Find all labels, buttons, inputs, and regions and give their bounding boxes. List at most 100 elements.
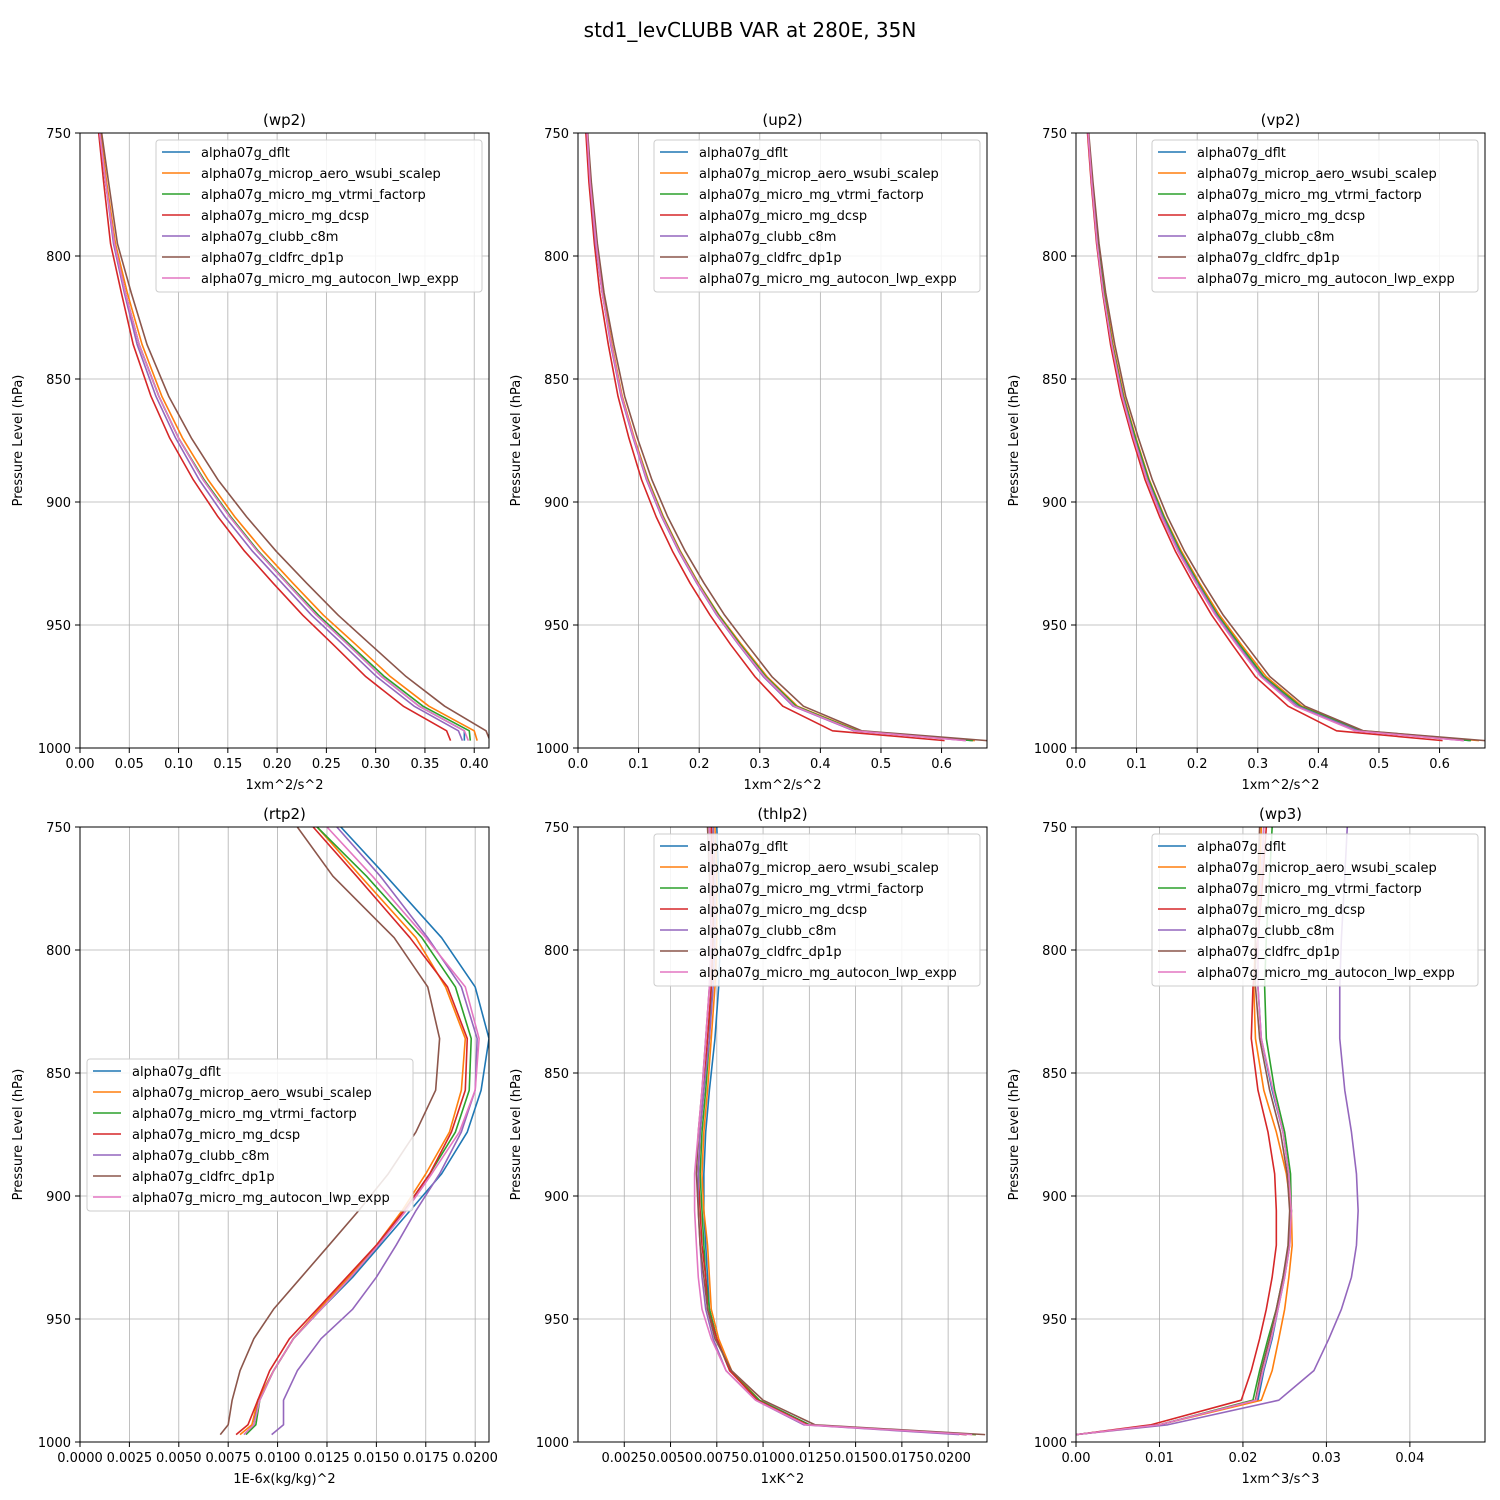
x-tick-label: 0.5 (1369, 757, 1390, 772)
legend-entry-label: alpha07g_dflt (1197, 146, 1286, 161)
subplot-title: (wp3) (1259, 805, 1302, 823)
legend-entry-label: alpha07g_micro_mg_dcsp (1197, 209, 1365, 224)
subplot-title: (rtp2) (263, 805, 306, 823)
y-tick-label: 750 (1042, 821, 1067, 836)
figure-title: std1_levCLUBB VAR at 280E, 35N (584, 18, 917, 42)
legend-entry-label: alpha07g_micro_mg_dcsp (1197, 903, 1365, 918)
series-line-alpha07g_micro_mg_autocon_lwp_expp (98, 133, 470, 741)
legend-entry-label: alpha07g_dflt (201, 146, 290, 161)
x-axis-label: 1xK^2 (761, 1472, 805, 1487)
x-tick-label: 0.1 (1126, 757, 1147, 772)
y-tick-label: 900 (544, 496, 569, 511)
y-tick-label: 750 (544, 127, 569, 142)
x-tick-label: 0.2 (689, 757, 710, 772)
y-tick-label: 800 (1042, 250, 1067, 265)
legend-entry-label: alpha07g_micro_mg_dcsp (699, 209, 867, 224)
series-line-alpha07g_micro_mg_autocon_lwp_expp (1087, 133, 1464, 742)
subplot-title: (thlp2) (757, 805, 807, 823)
x-tick-label: 0.03 (1312, 1451, 1341, 1466)
legend: alpha07g_dflt alpha07g_microp_aero_wsubi_… (86, 1058, 414, 1212)
y-tick-label: 800 (46, 944, 71, 959)
legend-entry-label: alpha07g_micro_mg_autocon_lwp_expp (699, 272, 957, 287)
x-tick-label: 0.0150 (354, 1451, 400, 1466)
legend-entry-label: alpha07g_micro_mg_autocon_lwp_expp (132, 1191, 390, 1206)
legend-entry-label: alpha07g_microp_aero_wsubi_scalep (1197, 167, 1437, 182)
axes-frame (577, 132, 988, 749)
legend-entry-label: alpha07g_micro_mg_dcsp (132, 1128, 300, 1143)
legend-entry-label: alpha07g_clubb_c8m (1197, 230, 1334, 245)
y-tick-label: 900 (1042, 496, 1067, 511)
y-tick-label: 800 (1042, 944, 1067, 959)
x-tick-label: 0.1 (628, 757, 649, 772)
legend-entry-label: alpha07g_cldfrc_dp1p (201, 251, 344, 266)
y-tick-label: 1000 (38, 1436, 71, 1451)
x-tick-label: 0.0175 (403, 1451, 449, 1466)
y-tick-label: 900 (46, 496, 71, 511)
x-tick-label: 0.6 (1429, 757, 1450, 772)
legend-entry-label: alpha07g_micro_mg_autocon_lwp_expp (201, 272, 459, 287)
subplot-panel: 0.0 0.1 0.2 0.3 0.4 0.5 0.6 750 800 850 900 950 1000… (509, 111, 988, 793)
subplot-panel: 0.0025 0.0050 0.0075 0.0100 0.0125 0.0150 0.01… (509, 805, 988, 1487)
y-axis-label: Pressure Level (hPa) (1007, 1069, 1022, 1201)
legend-entry-label: alpha07g_dflt (699, 840, 788, 855)
y-tick-label: 1000 (1034, 1436, 1067, 1451)
x-tick-label: 0.04 (1395, 1451, 1424, 1466)
y-axis-label: Pressure Level (hPa) (11, 375, 26, 507)
series-line-alpha07g_clubb_c8m (271, 827, 478, 1436)
series-line-alpha07g_cldfrc_dp1p (586, 133, 987, 742)
y-tick-label: 800 (544, 944, 569, 959)
x-tick-label: 0.2 (1187, 757, 1208, 772)
legend-entry-label: alpha07g_micro_mg_autocon_lwp_expp (1197, 966, 1455, 981)
legend-entry-label: alpha07g_dflt (132, 1065, 221, 1080)
x-tick-label: 0.4 (1308, 757, 1329, 772)
axes-frame (1075, 132, 1486, 749)
x-tick-label: 0.00 (1062, 1451, 1091, 1466)
x-tick-label: 0.10 (164, 757, 193, 772)
legend-box (653, 139, 981, 293)
legend-entry-label: alpha07g_clubb_c8m (132, 1149, 269, 1164)
legend-entry-label: alpha07g_micro_mg_autocon_lwp_expp (1197, 272, 1455, 287)
x-tick-label: 0.0050 (156, 1451, 202, 1466)
x-tick-label: 0.15 (213, 757, 242, 772)
axes-frame (79, 132, 490, 749)
x-tick-label: 0.0175 (879, 1451, 925, 1466)
y-tick-label: 750 (46, 127, 71, 142)
series-line-alpha07g_micro_mg_autocon_lwp_expp (586, 133, 966, 742)
y-tick-label: 1000 (38, 742, 71, 757)
y-axis-label: Pressure Level (hPa) (509, 1069, 524, 1201)
legend: alpha07g_dflt alpha07g_microp_aero_wsubi_… (653, 139, 981, 293)
series-line-alpha07g_clubb_c8m (98, 133, 464, 741)
legend-entry-label: alpha07g_micro_mg_vtrmi_factorp (1197, 882, 1422, 897)
y-tick-label: 850 (544, 373, 569, 388)
x-tick-label: 0.5 (871, 757, 892, 772)
legend-box (653, 833, 981, 987)
y-axis-label: Pressure Level (hPa) (509, 375, 524, 507)
x-tick-label: 0.02 (1228, 1451, 1257, 1466)
legend: alpha07g_dflt alpha07g_microp_aero_wsubi_… (155, 139, 483, 293)
y-tick-label: 850 (544, 1067, 569, 1082)
x-tick-label: 0.0125 (787, 1451, 833, 1466)
y-tick-label: 950 (1042, 619, 1067, 634)
y-tick-label: 950 (544, 619, 569, 634)
legend-entry-label: alpha07g_dflt (1197, 840, 1286, 855)
x-axis-label: 1xm^2/s^2 (743, 778, 821, 793)
y-tick-label: 850 (46, 373, 71, 388)
legend-entry-label: alpha07g_dflt (699, 146, 788, 161)
legend-entry-label: alpha07g_microp_aero_wsubi_scalep (699, 861, 939, 876)
x-tick-label: 0.0000 (57, 1451, 103, 1466)
y-tick-label: 850 (1042, 373, 1067, 388)
x-tick-label: 0.0 (1066, 757, 1087, 772)
subplot-grid: 0.00 0.05 0.10 0.15 0.20 0.25 0.30 0.35 0.40 750 8… (11, 111, 1486, 1487)
x-tick-label: 0.01 (1145, 1451, 1174, 1466)
x-tick-label: 0.0100 (255, 1451, 301, 1466)
legend: alpha07g_dflt alpha07g_microp_aero_wsubi_… (653, 833, 981, 987)
x-axis-label: 1xm^3/s^3 (1241, 1472, 1319, 1487)
y-tick-label: 800 (46, 250, 71, 265)
legend-entry-label: alpha07g_cldfrc_dp1p (1197, 945, 1340, 960)
subplot-panel: 0.0000 0.0025 0.0050 0.0075 0.0100 0.0125 0.01… (11, 805, 498, 1487)
legend-box (1151, 833, 1479, 987)
legend-entry-label: alpha07g_microp_aero_wsubi_scalep (699, 167, 939, 182)
subplot-panel: 0.0 0.1 0.2 0.3 0.4 0.5 0.6 750 800 850 900 950 1000… (1007, 111, 1486, 793)
y-tick-label: 900 (1042, 1190, 1067, 1205)
